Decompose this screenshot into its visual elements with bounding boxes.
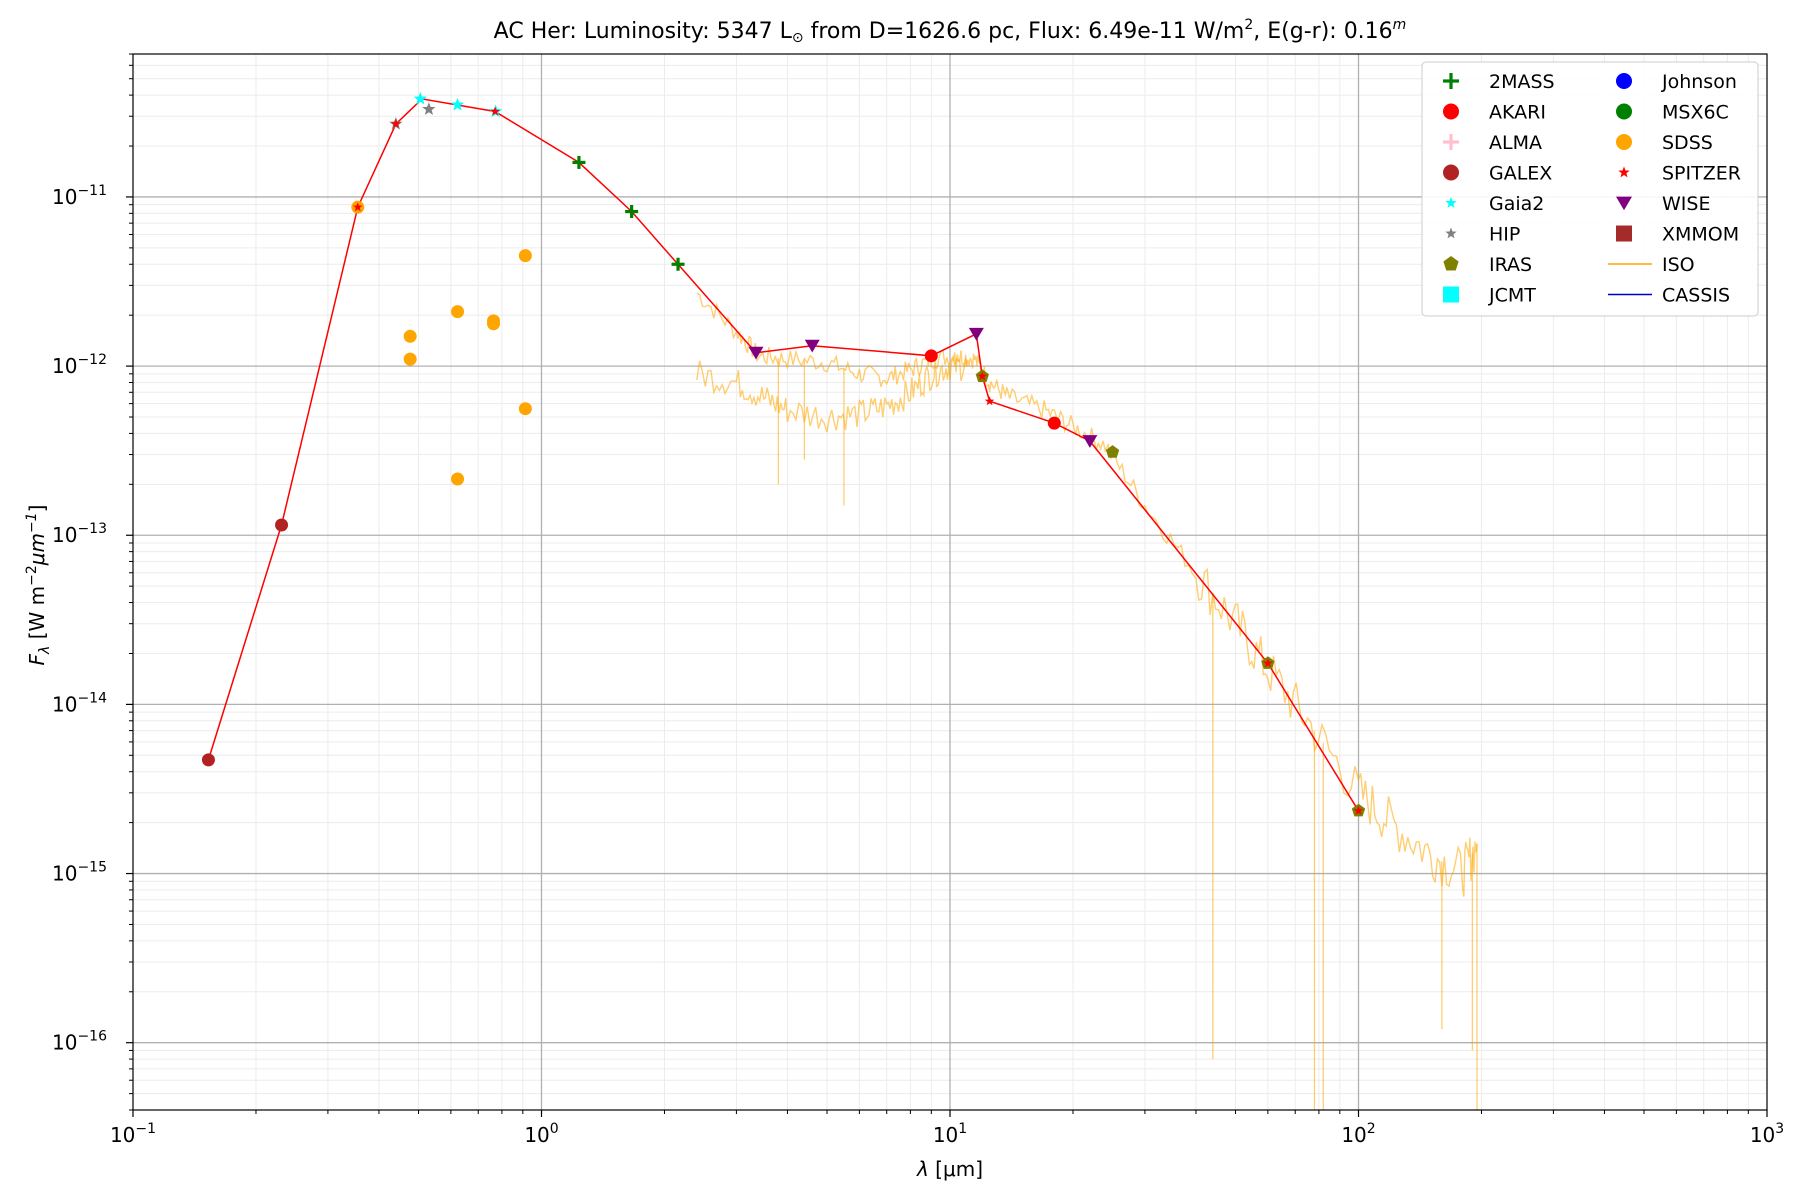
series-akari: [924, 349, 1061, 430]
legend-label-johnson: Johnson: [1661, 71, 1737, 93]
data-point-spitzer: [353, 202, 363, 212]
data-point-hip: [422, 102, 436, 115]
data-point-sdss: [403, 352, 417, 366]
y-tick-label: 10−13: [52, 521, 107, 547]
chart-title: AC Her: Luminosity: 5347 L⊙ from D=1626.…: [494, 17, 1407, 46]
legend-label-galex: GALEX: [1489, 163, 1552, 185]
legend-label-sdss: SDSS: [1662, 132, 1713, 154]
y-axis-label: Fλ [W m−2μm−1]: [24, 505, 53, 666]
data-point-gaia2: [450, 97, 465, 111]
data-point-sdss: [487, 317, 501, 331]
data-point-2mass: [625, 205, 639, 219]
legend-label-iras: IRAS: [1489, 254, 1532, 276]
series-wise: [748, 327, 1098, 448]
data-point-2mass: [572, 155, 586, 169]
x-tick-label: 102: [1341, 1121, 1375, 1147]
data-point-sdss: [403, 329, 417, 343]
data-point-spitzer: [1353, 805, 1364, 815]
y-tick-label: 10−16: [52, 1029, 107, 1055]
data-point-spitzer: [1263, 658, 1273, 668]
data-point-wise: [748, 346, 764, 360]
data-point-iras: [1105, 445, 1120, 458]
y-tick-label: 10−15: [52, 860, 107, 886]
iso-spectrum-band-lower: [696, 352, 968, 433]
data-point-spitzer: [984, 396, 995, 406]
legend-marker-xmmom: [1616, 225, 1632, 242]
legend-label-jcmt: JCMT: [1488, 285, 1536, 307]
legend-marker-galex: [1443, 164, 1459, 181]
series-spitzer: [353, 106, 1364, 815]
data-point-spitzer: [977, 371, 988, 381]
data-point-galex: [201, 753, 215, 767]
legend-marker-sdss: [1616, 134, 1632, 150]
legend-label-wise: WISE: [1662, 193, 1710, 215]
tick-labels: 10−1 100 101 102 103 10−16 10−15 10−14 10−13 10−1…: [52, 183, 1784, 1147]
legend-marker-akari: [1443, 103, 1459, 120]
legend-marker-gaia2: [1445, 197, 1457, 208]
legend-label-alma: ALMA: [1489, 132, 1542, 154]
photometry-points: [201, 91, 1366, 817]
axis-ticks: [126, 53, 1768, 1117]
y-tick-label: 10−14: [52, 690, 107, 716]
x-tick-label: 100: [524, 1121, 558, 1147]
legend-label-msx6c: MSX6C: [1662, 102, 1729, 124]
series-iras: [975, 369, 1366, 817]
legend: 2MASS AKARI ALMA GALEX Gaia2 HIP IRAS JCMT Johns…: [1421, 61, 1759, 317]
legend-label-cassis: CASSIS: [1662, 285, 1730, 307]
data-point-spitzer: [490, 106, 500, 116]
legend-marker-2mass: [1443, 73, 1459, 89]
data-point-sdss: [451, 305, 465, 319]
legend-label-gaia2: Gaia2: [1489, 193, 1544, 215]
data-point-gaia2: [413, 91, 427, 105]
legend-marker-msx6c: [1616, 103, 1632, 120]
legend-label-akari: AKARI: [1489, 102, 1546, 124]
data-point-spitzer: [391, 119, 401, 128]
x-tick-label: 10−1: [110, 1121, 156, 1147]
data-point-2mass: [671, 257, 685, 271]
legend-marker-jcmt: [1443, 286, 1459, 303]
legend-label-2mass: 2MASS: [1489, 71, 1555, 93]
legend-label-spitzer: SPITZER: [1662, 163, 1741, 185]
data-point-akari: [924, 349, 938, 363]
series-galex: [201, 518, 289, 767]
x-tick-label: 101: [933, 1121, 967, 1147]
legend-marker-iras: [1443, 256, 1459, 271]
data-point-wise: [1082, 435, 1098, 448]
data-point-wise: [968, 327, 984, 341]
data-point-akari: [1047, 416, 1061, 430]
iso-spectrum: [696, 292, 1478, 1110]
legend-marker-hip: [1445, 227, 1457, 239]
series-sdss: [351, 200, 532, 486]
legend-label-hip: HIP: [1489, 224, 1520, 246]
data-point-galex: [275, 518, 289, 532]
legend-marker-spitzer: [1618, 166, 1630, 178]
legend-marker-johnson: [1616, 73, 1632, 89]
legend-label-iso: ISO: [1662, 254, 1695, 276]
data-point-sdss: [518, 249, 532, 263]
x-axis-label: λ [μm]: [916, 1157, 983, 1181]
data-point-sdss: [518, 402, 532, 416]
legend-marker-alma: [1443, 134, 1459, 150]
iso-spectrum-line: [696, 292, 1478, 897]
y-tick-label: 10−11: [52, 183, 107, 209]
y-tick-label: 10−12: [52, 352, 107, 378]
legend-box: [1421, 61, 1759, 317]
data-point-wise: [804, 339, 820, 353]
series-2mass: [572, 155, 685, 271]
x-tick-label: 103: [1750, 1121, 1784, 1147]
data-point-sdss: [451, 472, 465, 486]
legend-marker-wise: [1616, 196, 1632, 211]
legend-label-xmmom: XMMOM: [1662, 224, 1739, 246]
